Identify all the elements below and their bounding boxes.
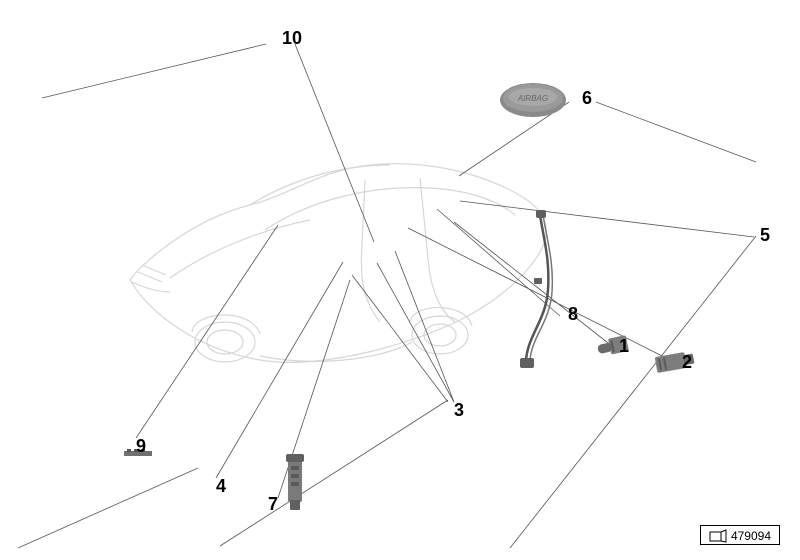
image-id-box: 479094 xyxy=(700,525,780,545)
callout-5: 5 xyxy=(760,225,770,246)
zoom-icon xyxy=(709,529,727,543)
callout-2: 2 xyxy=(682,352,692,373)
callout-1: 1 xyxy=(619,336,629,357)
wire-harness xyxy=(510,210,570,370)
image-id-text: 479094 xyxy=(731,529,771,543)
callout-9: 9 xyxy=(136,436,146,457)
callout-7: 7 xyxy=(268,494,278,515)
callout-10: 10 xyxy=(282,28,302,49)
callout-8: 8 xyxy=(568,304,578,325)
parts-diagram: AIRBAG xyxy=(0,0,800,560)
airbag-module: AIRBAG xyxy=(498,80,568,120)
callout-4: 4 xyxy=(216,476,226,497)
car-outline xyxy=(110,110,560,410)
b-pillar-sensor xyxy=(280,452,310,512)
callout-6: 6 xyxy=(582,88,592,109)
svg-text:AIRBAG: AIRBAG xyxy=(517,94,548,103)
callout-3: 3 xyxy=(454,400,464,421)
